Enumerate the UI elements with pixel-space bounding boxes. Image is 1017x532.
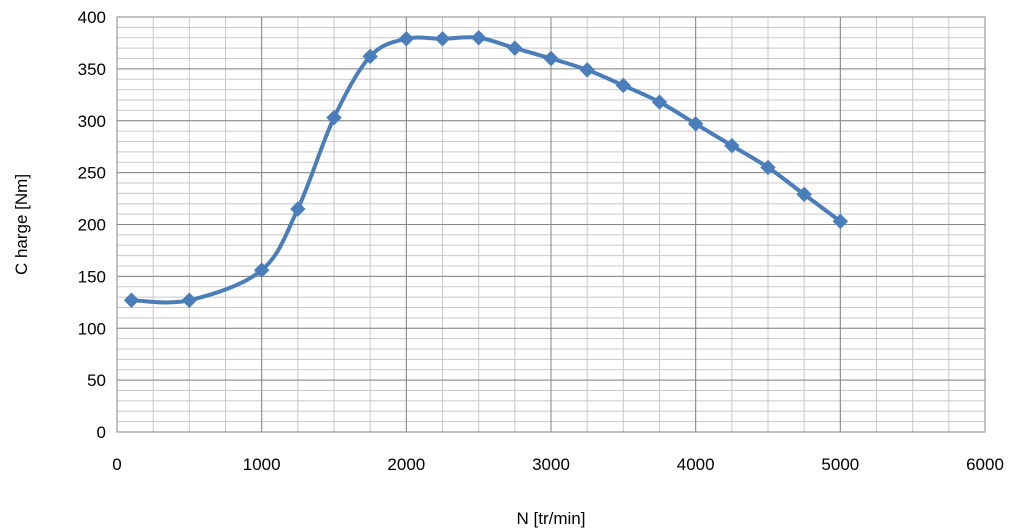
y-tick-label: 350 [78, 60, 106, 79]
data-point-marker [796, 186, 812, 203]
y-axis-ticks: 0 50 100 150 200 250 300 350 400 [78, 8, 106, 442]
x-axis-ticks: 0 1000 2000 3000 4000 5000 6000 [112, 455, 1004, 474]
y-tick-label: 200 [78, 216, 106, 235]
data-point-marker [579, 62, 595, 78]
x-tick-label: 4000 [677, 455, 715, 474]
y-tick-label: 300 [78, 112, 106, 131]
data-point-marker [724, 137, 740, 154]
y-tick-label: 400 [78, 8, 106, 27]
series-line [129, 35, 843, 305]
data-point-marker [507, 40, 523, 56]
data-point-marker [398, 31, 415, 47]
data-point-marker [760, 159, 776, 176]
x-tick-label: 3000 [532, 455, 570, 474]
data-point-marker [434, 31, 451, 47]
data-point-marker [253, 262, 270, 278]
data-point-marker [651, 94, 668, 110]
data-point-marker [326, 109, 342, 126]
data-point-marker [615, 77, 632, 94]
y-tick-label: 100 [78, 319, 106, 338]
y-tick-label: 150 [78, 267, 106, 286]
series-markers [123, 30, 849, 308]
data-point-marker [123, 292, 140, 308]
x-tick-label: 2000 [387, 455, 425, 474]
x-tick-label: 5000 [821, 455, 859, 474]
data-point-marker [181, 292, 198, 308]
y-tick-label: 0 [97, 423, 106, 442]
x-tick-label: 1000 [243, 455, 281, 474]
x-tick-label: 6000 [966, 455, 1004, 474]
x-axis-label: N [tr/min] [517, 509, 586, 528]
plot-area-border [116, 16, 986, 433]
data-point-marker [470, 30, 487, 46]
y-tick-label: 250 [78, 164, 106, 183]
x-tick-label: 0 [112, 455, 121, 474]
data-point-marker [832, 213, 849, 230]
data-point-marker [362, 48, 378, 65]
data-point-marker [543, 50, 559, 67]
y-axis-label: C harge [Nm] [12, 174, 31, 275]
data-point-marker [687, 116, 704, 132]
data-point-marker [290, 201, 306, 217]
y-tick-label: 50 [87, 371, 106, 390]
